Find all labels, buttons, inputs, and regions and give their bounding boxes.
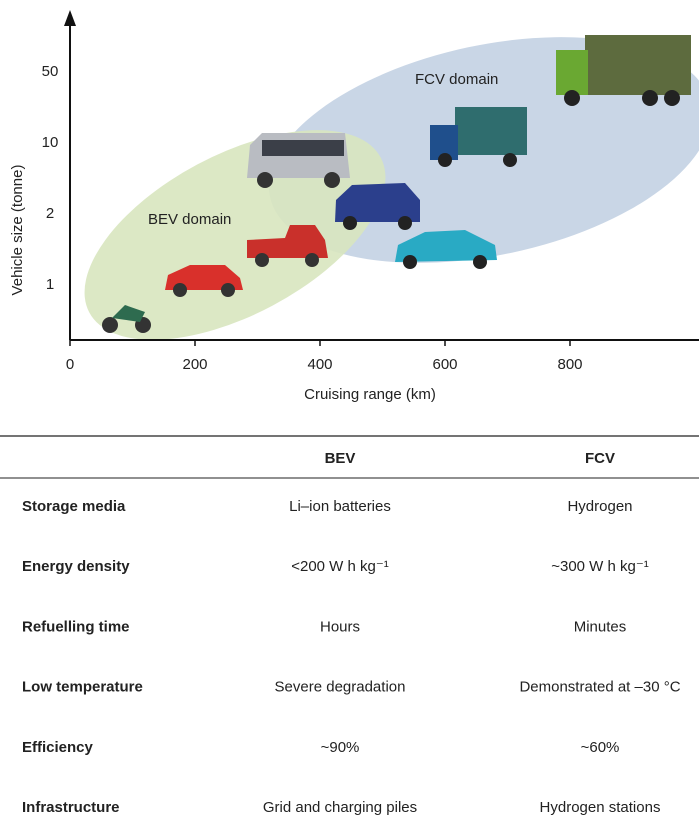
row-label: Storage media: [22, 498, 126, 515]
cell: ~60%: [581, 739, 620, 756]
row-label: Refuelling time: [22, 618, 130, 635]
column-header: BEV: [325, 450, 356, 467]
cell: Severe degradation: [275, 679, 406, 696]
x-tick-label: 400: [307, 356, 332, 373]
bev-domain-area: [84, 130, 386, 340]
x-tick-label: 0: [66, 356, 74, 373]
row-label: Low temperature: [22, 679, 143, 696]
y-axis-title: Vehicle size (tonne): [9, 165, 26, 296]
y-tick-label: 10: [42, 134, 59, 151]
cell: <200 W h kg⁻¹: [291, 558, 389, 575]
cell: ~90%: [321, 739, 360, 756]
y-axis-arrow: [64, 10, 76, 26]
cell: Hydrogen stations: [540, 799, 661, 816]
small-car-icon: [165, 265, 243, 297]
x-tick-label: 600: [432, 356, 457, 373]
x-tick-label: 800: [557, 356, 582, 373]
cell: Hours: [320, 618, 360, 635]
y-tick-label: 1: [46, 276, 54, 293]
x-axis-title: Cruising range (km): [304, 386, 436, 403]
sedan-icon: [395, 230, 497, 269]
row-label: Infrastructure: [22, 799, 120, 816]
cell: ~300 W h kg⁻¹: [551, 558, 649, 575]
fcv-domain-label: FCV domain: [415, 71, 498, 88]
y-tick-label: 2: [46, 205, 54, 222]
bev-domain-label: BEV domain: [148, 211, 231, 228]
motorcycle-icon: [102, 305, 151, 333]
row-label: Energy density: [22, 558, 130, 575]
cell: Grid and charging piles: [263, 799, 417, 816]
cell: Minutes: [574, 618, 627, 635]
column-header: FCV: [585, 450, 615, 467]
cell: Li–ion batteries: [289, 498, 391, 515]
x-tick-label: 200: [182, 356, 207, 373]
truck-icon: [430, 107, 527, 167]
suv-icon: [335, 183, 420, 230]
pickup-icon: [247, 225, 328, 267]
heavy-truck-icon: [556, 35, 691, 106]
y-tick-label: 50: [42, 63, 59, 80]
row-label: Efficiency: [22, 739, 94, 756]
cell: Hydrogen: [567, 498, 632, 515]
cell: Demonstrated at –30 °C: [519, 679, 680, 696]
van-icon: [247, 133, 350, 188]
